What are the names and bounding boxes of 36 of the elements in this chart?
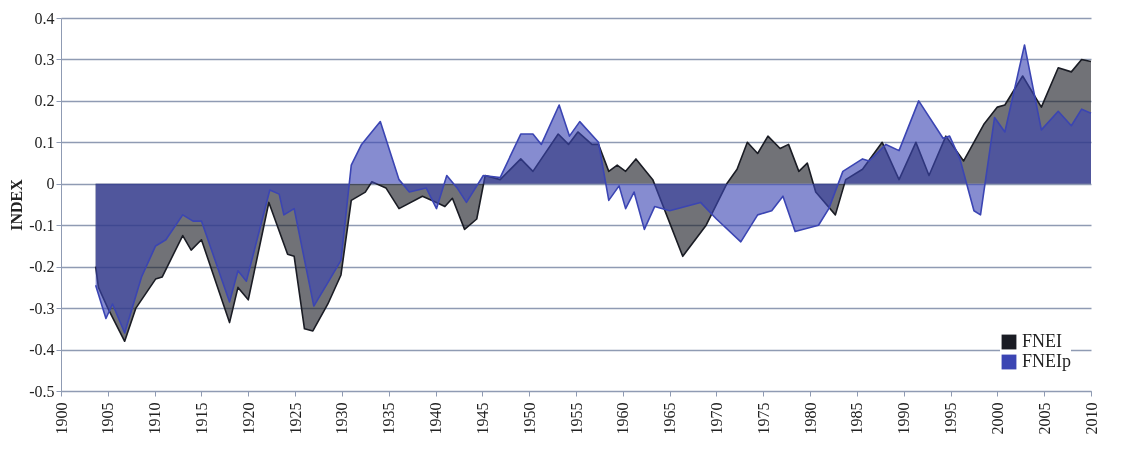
x-tick-label: 1905: [99, 402, 117, 435]
x-tick-label: 1930: [333, 402, 351, 435]
x-tick-label: 2005: [1035, 402, 1053, 435]
x-tick-label: 1975: [754, 402, 772, 435]
y-tick-label: 0.1: [34, 133, 55, 151]
y-tick-label: -0.3: [29, 299, 55, 317]
x-tick-label: 1910: [146, 402, 164, 435]
x-tick-label: 1970: [707, 402, 725, 435]
x-tick-label: 1915: [192, 402, 210, 435]
legend-label: FNEI: [1022, 331, 1062, 351]
y-tick-label: 0.3: [34, 50, 55, 68]
x-tick-label: 2010: [1082, 402, 1100, 435]
x-tick-label: 2000: [988, 402, 1006, 435]
x-tick-label: 1940: [427, 402, 445, 435]
x-tick-label: 1960: [614, 402, 632, 435]
x-tick-label: 1900: [52, 402, 70, 435]
y-tick-label: 0: [46, 175, 55, 193]
x-tick-label: 1955: [567, 402, 585, 435]
y-tick-label: 0.2: [34, 92, 55, 110]
y-tick-label: -0.5: [29, 382, 55, 400]
legend-label: FNEIp: [1022, 351, 1071, 371]
x-tick-label: 1965: [661, 402, 679, 435]
x-tick-label: 1950: [520, 402, 538, 435]
x-tick-label: 1920: [239, 402, 257, 435]
x-tick-label: 1925: [286, 402, 304, 435]
y-tick-label: -0.4: [29, 341, 55, 359]
x-tick-label: 1935: [380, 402, 398, 435]
y-tick-label: -0.2: [29, 258, 55, 276]
x-tick-label: 1990: [895, 402, 913, 435]
y-tick-label: -0.1: [29, 216, 55, 234]
y-tick-label: 0.4: [34, 9, 55, 27]
x-tick-label: 1945: [473, 402, 491, 435]
x-tick-label: 1985: [848, 402, 866, 435]
y-axis-title: INDEX: [8, 178, 26, 231]
x-tick-label: 1995: [942, 402, 960, 435]
x-tick-label: 1980: [801, 402, 819, 435]
